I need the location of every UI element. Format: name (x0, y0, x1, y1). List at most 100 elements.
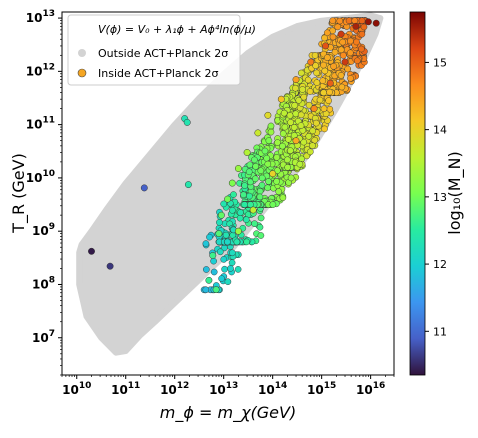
inside-point (275, 188, 283, 195)
legend-entry-inside: Inside ACT+Planck 2σ (98, 67, 219, 80)
colorbar: 11 12 13 14 15 log₁₀(M_N) (409, 11, 465, 376)
colorbar-tick-label: 11 (433, 325, 447, 338)
inside-point (267, 128, 275, 136)
inside-point (330, 62, 337, 70)
inside-point (269, 201, 277, 208)
inside-point (312, 119, 320, 127)
inside-point (222, 231, 230, 239)
inside-point (281, 123, 289, 131)
inside-point (364, 18, 372, 26)
colorbar-ticks: 11 12 13 14 15 (425, 56, 447, 338)
inside-point (218, 275, 225, 282)
inside-point (284, 156, 291, 164)
inside-point (206, 233, 213, 241)
inside-point (257, 232, 265, 239)
inside-point (279, 142, 286, 150)
inside-point (337, 72, 345, 79)
inside-point (292, 137, 300, 145)
inside-point (269, 170, 277, 178)
inside-point (295, 96, 303, 104)
inside-point (220, 256, 228, 263)
inside-point (291, 102, 299, 109)
inside-point (353, 38, 360, 46)
inside-point (346, 49, 354, 57)
inside-point (290, 124, 298, 131)
inside-point (228, 259, 236, 267)
inside-point (297, 69, 305, 77)
inside-point (334, 23, 342, 31)
inside-point (313, 79, 321, 86)
inside-point (264, 184, 271, 192)
inside-point (339, 52, 347, 59)
inside-point (286, 112, 294, 119)
inside-point (339, 38, 347, 46)
inside-point (299, 86, 306, 93)
inside-point (329, 33, 337, 41)
inside-point (300, 138, 308, 146)
inside-point (216, 248, 224, 256)
inside-point (212, 286, 220, 294)
inside-point (274, 139, 281, 146)
inside-point (88, 247, 95, 255)
inside-point (300, 93, 308, 101)
inside-point (284, 163, 291, 171)
inside-point (209, 252, 217, 259)
inside-point (372, 19, 380, 27)
inside-point (347, 74, 354, 82)
inside-point (263, 154, 271, 162)
inside-point (240, 191, 247, 199)
inside-point (265, 178, 272, 185)
inside-point (320, 61, 327, 69)
inside-point (224, 278, 232, 286)
inside-point (202, 240, 210, 247)
inside-point (309, 142, 316, 150)
inside-point (322, 42, 329, 50)
inside-point (264, 160, 272, 168)
inside-point (341, 58, 349, 66)
inside-point (241, 201, 248, 208)
inside-point (241, 182, 249, 189)
inside-point (287, 119, 294, 126)
x-tick-label: 1013 (209, 381, 238, 397)
inside-point (230, 191, 237, 198)
inside-point (224, 238, 231, 246)
inside-point (245, 168, 253, 176)
inside-point (249, 206, 257, 214)
plot-frame (61, 11, 395, 376)
inside-point (257, 214, 265, 222)
inside-point (243, 238, 250, 246)
legend-marker-inside (77, 68, 87, 78)
inside-point (292, 110, 300, 118)
y-tick-label: 1012 (26, 62, 55, 78)
inside-point (242, 216, 250, 224)
y-tick-label: 1013 (26, 9, 55, 25)
inside-point (273, 178, 280, 185)
inside-point (265, 137, 273, 144)
inside-point (234, 165, 242, 172)
inside-point (229, 206, 236, 214)
inside-point (311, 136, 319, 144)
inside-point (287, 174, 295, 182)
inside-point (202, 266, 210, 273)
inside-point (279, 130, 287, 138)
inside-point (280, 109, 288, 117)
inside-point (360, 23, 368, 31)
inside-point (286, 147, 294, 154)
inside-point (224, 195, 232, 203)
inside-point (320, 105, 328, 113)
inside-point (285, 135, 292, 143)
colorbar-tick-label: 13 (433, 191, 447, 204)
x-tick-label: 1012 (160, 381, 189, 397)
inside-point (316, 96, 324, 104)
inside-point (345, 17, 353, 25)
inside-point (205, 276, 213, 284)
inside-point (140, 184, 148, 192)
inside-point (221, 265, 228, 273)
inside-points-layer (88, 17, 380, 294)
inside-point (352, 22, 360, 30)
inside-point (358, 30, 366, 38)
colorbar-title: log₁₀(M_N) (445, 151, 465, 234)
inside-point (313, 69, 320, 77)
inside-point (246, 192, 253, 200)
